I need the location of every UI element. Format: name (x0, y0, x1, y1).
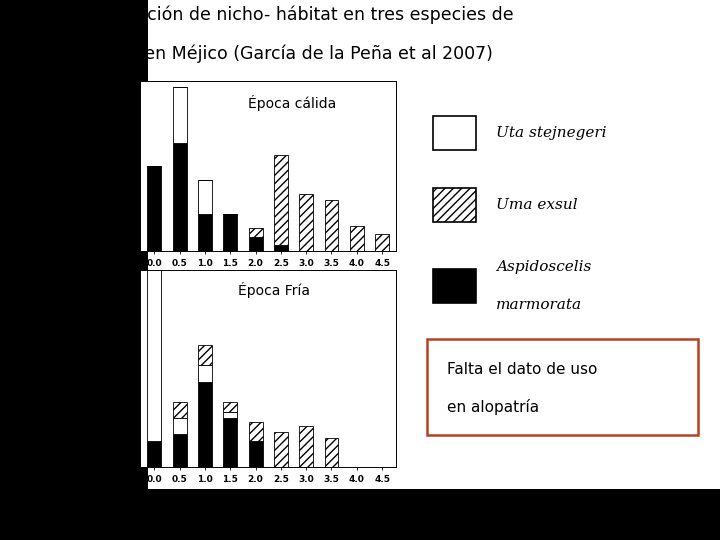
Bar (198, 364, 212, 382)
Text: Época cálida: Época cálida (248, 94, 336, 111)
Bar (198, 180, 212, 214)
Bar (198, 214, 212, 251)
Bar (248, 422, 263, 442)
Bar (350, 226, 364, 251)
Bar (223, 214, 237, 251)
Y-axis label: Proportion of Indiv: Proportion of Indiv (107, 124, 116, 208)
Bar (223, 412, 237, 418)
Text: en alopatría: en alopatría (447, 399, 539, 415)
Bar (300, 194, 313, 251)
Text: Uma exsul: Uma exsul (496, 198, 577, 212)
X-axis label: Sand compaction intervals (cr: Sand compaction intervals (cr (200, 489, 336, 498)
Bar (325, 437, 338, 467)
Bar (173, 86, 186, 143)
Y-axis label: Proportion of Individuals: Proportion of Individuals (101, 313, 110, 424)
Bar (274, 154, 288, 245)
Bar (148, 268, 161, 442)
Bar (375, 234, 389, 251)
Bar (248, 237, 263, 251)
Bar (148, 166, 161, 251)
Bar (173, 143, 186, 251)
X-axis label: Sand compaction intervals (cr: Sand compaction intervals (cr (200, 273, 336, 282)
Text: Época Fría: Época Fría (238, 282, 310, 298)
Bar (300, 426, 313, 467)
Bar (248, 442, 263, 467)
Text: Falta el dato de uso: Falta el dato de uso (447, 362, 598, 376)
Bar (248, 228, 263, 237)
Bar (173, 402, 186, 418)
Bar (223, 418, 237, 467)
Bar (433, 269, 476, 303)
Text: Aspidoscelis: Aspidoscelis (496, 260, 591, 274)
Bar (274, 431, 288, 467)
Text: Uta stejnegeri: Uta stejnegeri (496, 126, 606, 140)
Bar (198, 382, 212, 467)
Bar (173, 418, 186, 434)
Bar (223, 402, 237, 412)
Text: lagartijas en Méjico (García de la Peña et al 2007): lagartijas en Méjico (García de la Peña … (58, 44, 492, 63)
Bar (433, 188, 476, 221)
Bar (325, 200, 338, 251)
Bar (433, 116, 476, 150)
Bar (173, 434, 186, 467)
Text: Diferenciación de nicho- hábitat en tres especies de: Diferenciación de nicho- hábitat en tres… (58, 5, 513, 24)
Bar (148, 442, 161, 467)
Text: marmorata: marmorata (496, 298, 582, 312)
Bar (198, 345, 212, 364)
Bar (274, 245, 288, 251)
FancyBboxPatch shape (427, 339, 698, 435)
